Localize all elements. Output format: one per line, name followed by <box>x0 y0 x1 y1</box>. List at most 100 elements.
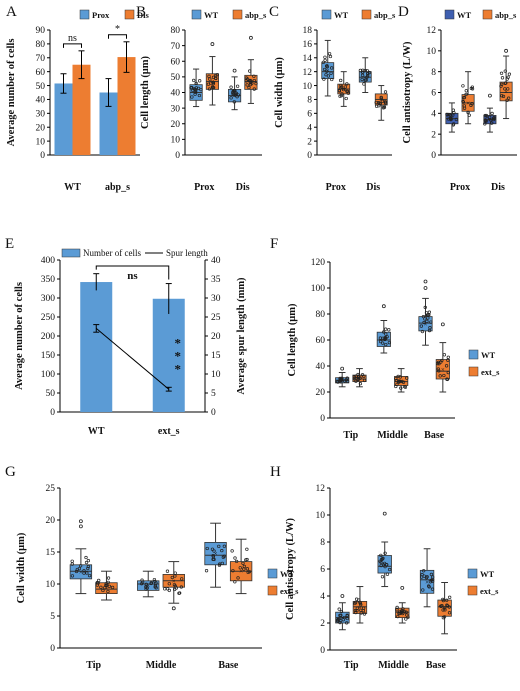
panel-label: B <box>136 4 146 20</box>
data-point <box>86 564 91 569</box>
data-point <box>469 103 473 107</box>
data-point <box>245 83 249 87</box>
data-point <box>352 375 357 379</box>
outlier-point <box>232 68 237 73</box>
data-point <box>144 582 148 586</box>
data-point <box>406 615 410 619</box>
data-point <box>327 52 332 56</box>
data-point <box>152 577 157 582</box>
data-point <box>339 86 343 90</box>
data-point <box>385 572 390 576</box>
data-point <box>245 77 250 81</box>
box-ext_s-Middle: × <box>395 586 410 624</box>
data-point <box>362 82 366 86</box>
data-point <box>345 376 349 380</box>
data-point <box>490 111 494 116</box>
data-point <box>70 562 74 566</box>
y-tick-label: 100 <box>311 284 326 294</box>
box-WT-Dis: × <box>483 93 497 133</box>
data-point <box>437 369 441 373</box>
data-point <box>421 315 426 319</box>
data-point <box>466 110 470 115</box>
data-point <box>238 566 242 570</box>
box-abp_s-Dis: × <box>499 48 513 120</box>
y-tick-label: 40 <box>316 362 326 372</box>
x-category-label: Prox <box>194 182 214 193</box>
data-point <box>384 100 388 104</box>
data-point <box>358 382 363 386</box>
data-point <box>354 374 358 378</box>
data-point <box>177 591 181 595</box>
y-tick-label: 300 <box>41 294 56 304</box>
data-point <box>500 82 504 86</box>
y-tick-label: 20 <box>171 120 181 130</box>
data-point <box>217 563 222 567</box>
y-tick-label: 30 <box>36 110 46 120</box>
data-point <box>339 609 344 614</box>
data-point <box>426 316 430 320</box>
data-point <box>84 560 89 565</box>
y-tick-label: 70 <box>171 42 181 52</box>
data-point <box>379 96 383 100</box>
x-category-label: Middle <box>377 430 408 441</box>
data-point <box>106 580 110 585</box>
data-point <box>353 608 358 613</box>
data-point <box>405 376 409 380</box>
data-point <box>506 75 510 79</box>
data-point <box>430 577 435 582</box>
data-point <box>445 377 450 382</box>
data-point <box>234 91 238 95</box>
y-tick-label: 6 <box>320 565 325 575</box>
data-point <box>467 113 471 117</box>
data-point <box>250 81 254 85</box>
data-point <box>338 94 342 98</box>
box-mean-mark: × <box>172 577 176 585</box>
data-point <box>344 96 348 101</box>
y-axis-label: Cell antisotropy (L/W) <box>285 518 296 620</box>
data-point <box>107 584 112 589</box>
data-point <box>74 569 79 574</box>
data-point <box>252 78 256 83</box>
outlier-point <box>440 322 445 327</box>
data-point <box>149 581 154 585</box>
data-point <box>366 74 370 78</box>
data-point <box>231 569 235 573</box>
data-point <box>362 378 367 383</box>
y-tick-label: 2 <box>307 137 312 147</box>
data-point <box>82 569 86 573</box>
y-axis-label: Cell antisotropy (L/W) <box>402 41 413 143</box>
data-point <box>179 585 183 589</box>
y-tick-label: 4 <box>320 592 325 602</box>
y-tick-label: 400 <box>41 256 56 266</box>
data-point <box>503 81 507 86</box>
data-point <box>345 89 350 93</box>
box-ext_s-Base: × <box>437 582 452 635</box>
data-point <box>324 73 328 77</box>
box-mean-mark: × <box>504 88 508 96</box>
data-point <box>383 90 388 94</box>
data-point <box>235 84 240 88</box>
box-mean-mark: × <box>358 604 362 612</box>
box-ext_s-Tip: × <box>352 586 368 624</box>
y-tick-label: 30 <box>171 104 181 114</box>
data-point <box>204 569 209 573</box>
box-mean-mark: × <box>239 568 243 576</box>
box-ext_s-Tip: × <box>352 368 367 388</box>
y-tick-label: 20 <box>46 516 56 526</box>
box-WT-Base: × <box>418 279 433 346</box>
data-point <box>335 619 340 623</box>
data-point <box>384 342 388 347</box>
data-point <box>173 574 177 578</box>
y-tick-label: 40 <box>171 89 181 99</box>
data-point <box>194 81 198 86</box>
data-point <box>329 71 333 75</box>
legend-label: Dis <box>137 10 150 20</box>
panel-label: C <box>269 4 279 20</box>
data-point <box>488 115 492 119</box>
y-tick-label: 8 <box>307 96 312 106</box>
significance-bracket <box>63 43 82 48</box>
legend-label: Prox <box>92 10 110 20</box>
box-WT-Tip: × <box>335 366 350 388</box>
